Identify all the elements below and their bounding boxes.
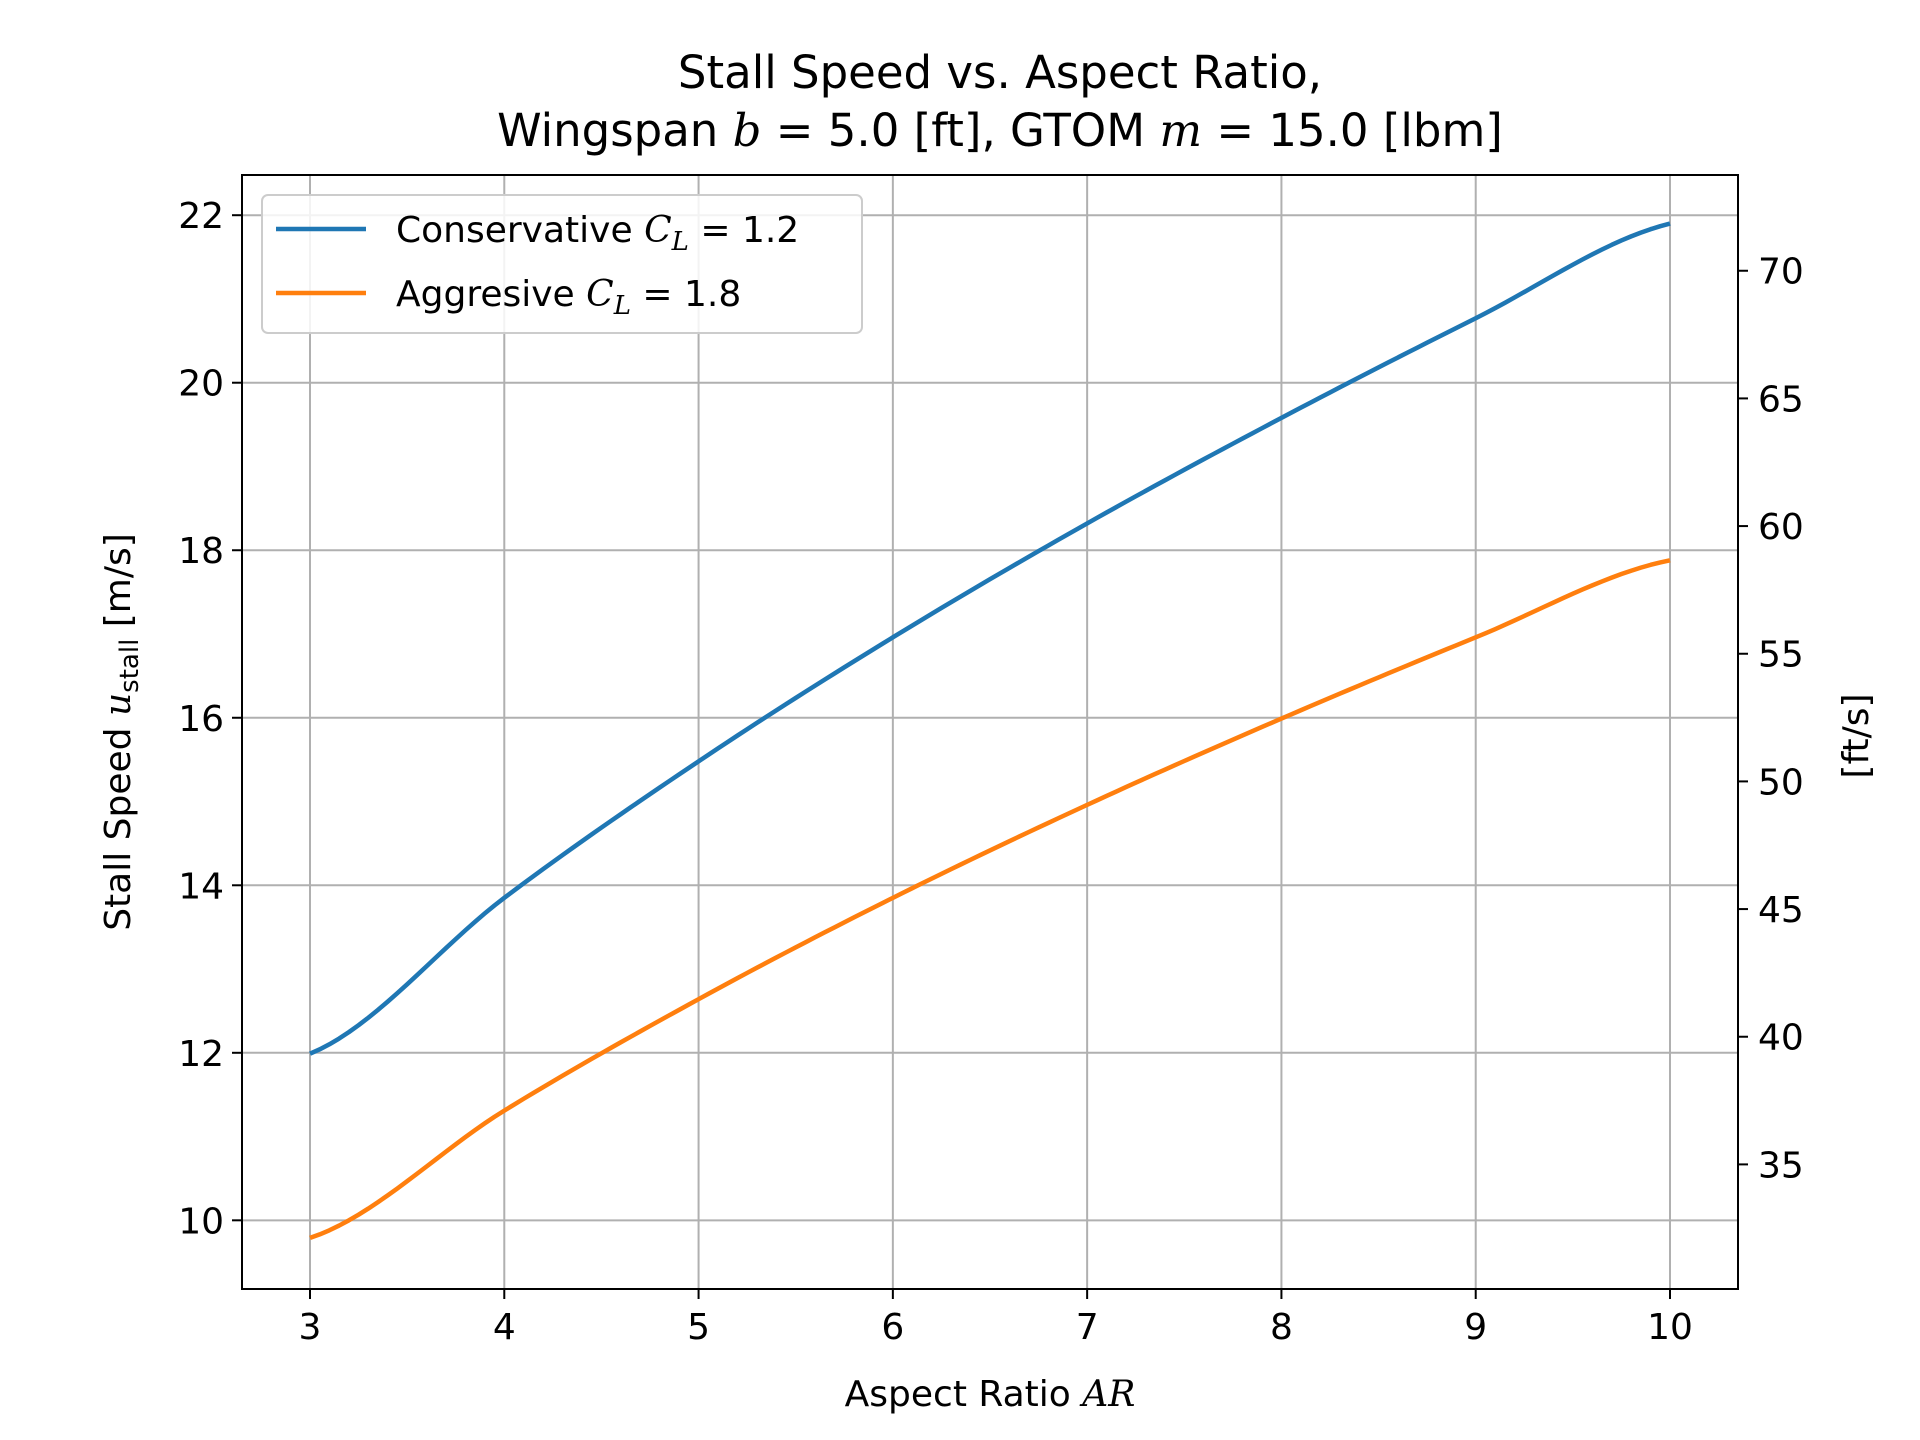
- y-right-tick-label: 55: [1758, 635, 1804, 676]
- legend-label-conservative: Conservative CL = 1.2: [396, 210, 799, 257]
- series-line-conservative: [309, 221, 1671, 1056]
- y-tick-label: 20: [178, 364, 224, 405]
- y-tick-label: 16: [178, 699, 224, 740]
- y-tick-label: 14: [178, 866, 224, 907]
- x-tick-label: 7: [1076, 1307, 1099, 1348]
- y-right-tick-label: 50: [1758, 762, 1804, 803]
- y-right-tick-label: 65: [1758, 379, 1804, 420]
- legend: Conservative CL = 1.2 Aggresive CL = 1.8: [261, 194, 863, 334]
- y-right-tick-label: 40: [1758, 1018, 1804, 1059]
- y-right-tick-label: 60: [1758, 507, 1804, 548]
- plot-area-frame: [241, 174, 1739, 1290]
- y-tick-label: 22: [178, 196, 224, 237]
- legend-label-aggresive: Aggresive CL = 1.8: [396, 274, 741, 321]
- chart-title-line-1: Stall Speed vs. Aspect Ratio,: [678, 46, 1322, 99]
- y-axis-label: Stall Speed ustall [m/s]: [98, 533, 145, 931]
- y-tick-label: 10: [178, 1201, 224, 1242]
- legend-box: [261, 194, 863, 334]
- series-lines: [309, 221, 1671, 1241]
- x-tick-label: 3: [299, 1307, 322, 1348]
- x-tick-label: 8: [1270, 1307, 1293, 1348]
- y-right-tick-label: 35: [1758, 1145, 1804, 1186]
- x-tick-label: 6: [881, 1307, 904, 1348]
- y-tick-label: 18: [178, 531, 224, 572]
- y-axis-right-label: [ft/s]: [1836, 693, 1877, 778]
- x-tick-label: 9: [1464, 1307, 1487, 1348]
- x-tick-label: 10: [1647, 1307, 1693, 1348]
- x-tick-label: 4: [493, 1307, 516, 1348]
- grid-lines: [242, 175, 1738, 1289]
- y-tick-label: 12: [178, 1034, 224, 1075]
- y-right-tick-label: 70: [1758, 252, 1804, 293]
- chart-title-line-2: Wingspan b = 5.0 [ft], GTOM m = 15.0 [lb…: [497, 104, 1503, 157]
- x-tick-label: 5: [687, 1307, 710, 1348]
- x-axis-label: Aspect Ratio AR: [845, 1374, 1136, 1415]
- series-line-aggresive: [309, 558, 1671, 1241]
- y-right-tick-label: 45: [1758, 890, 1804, 931]
